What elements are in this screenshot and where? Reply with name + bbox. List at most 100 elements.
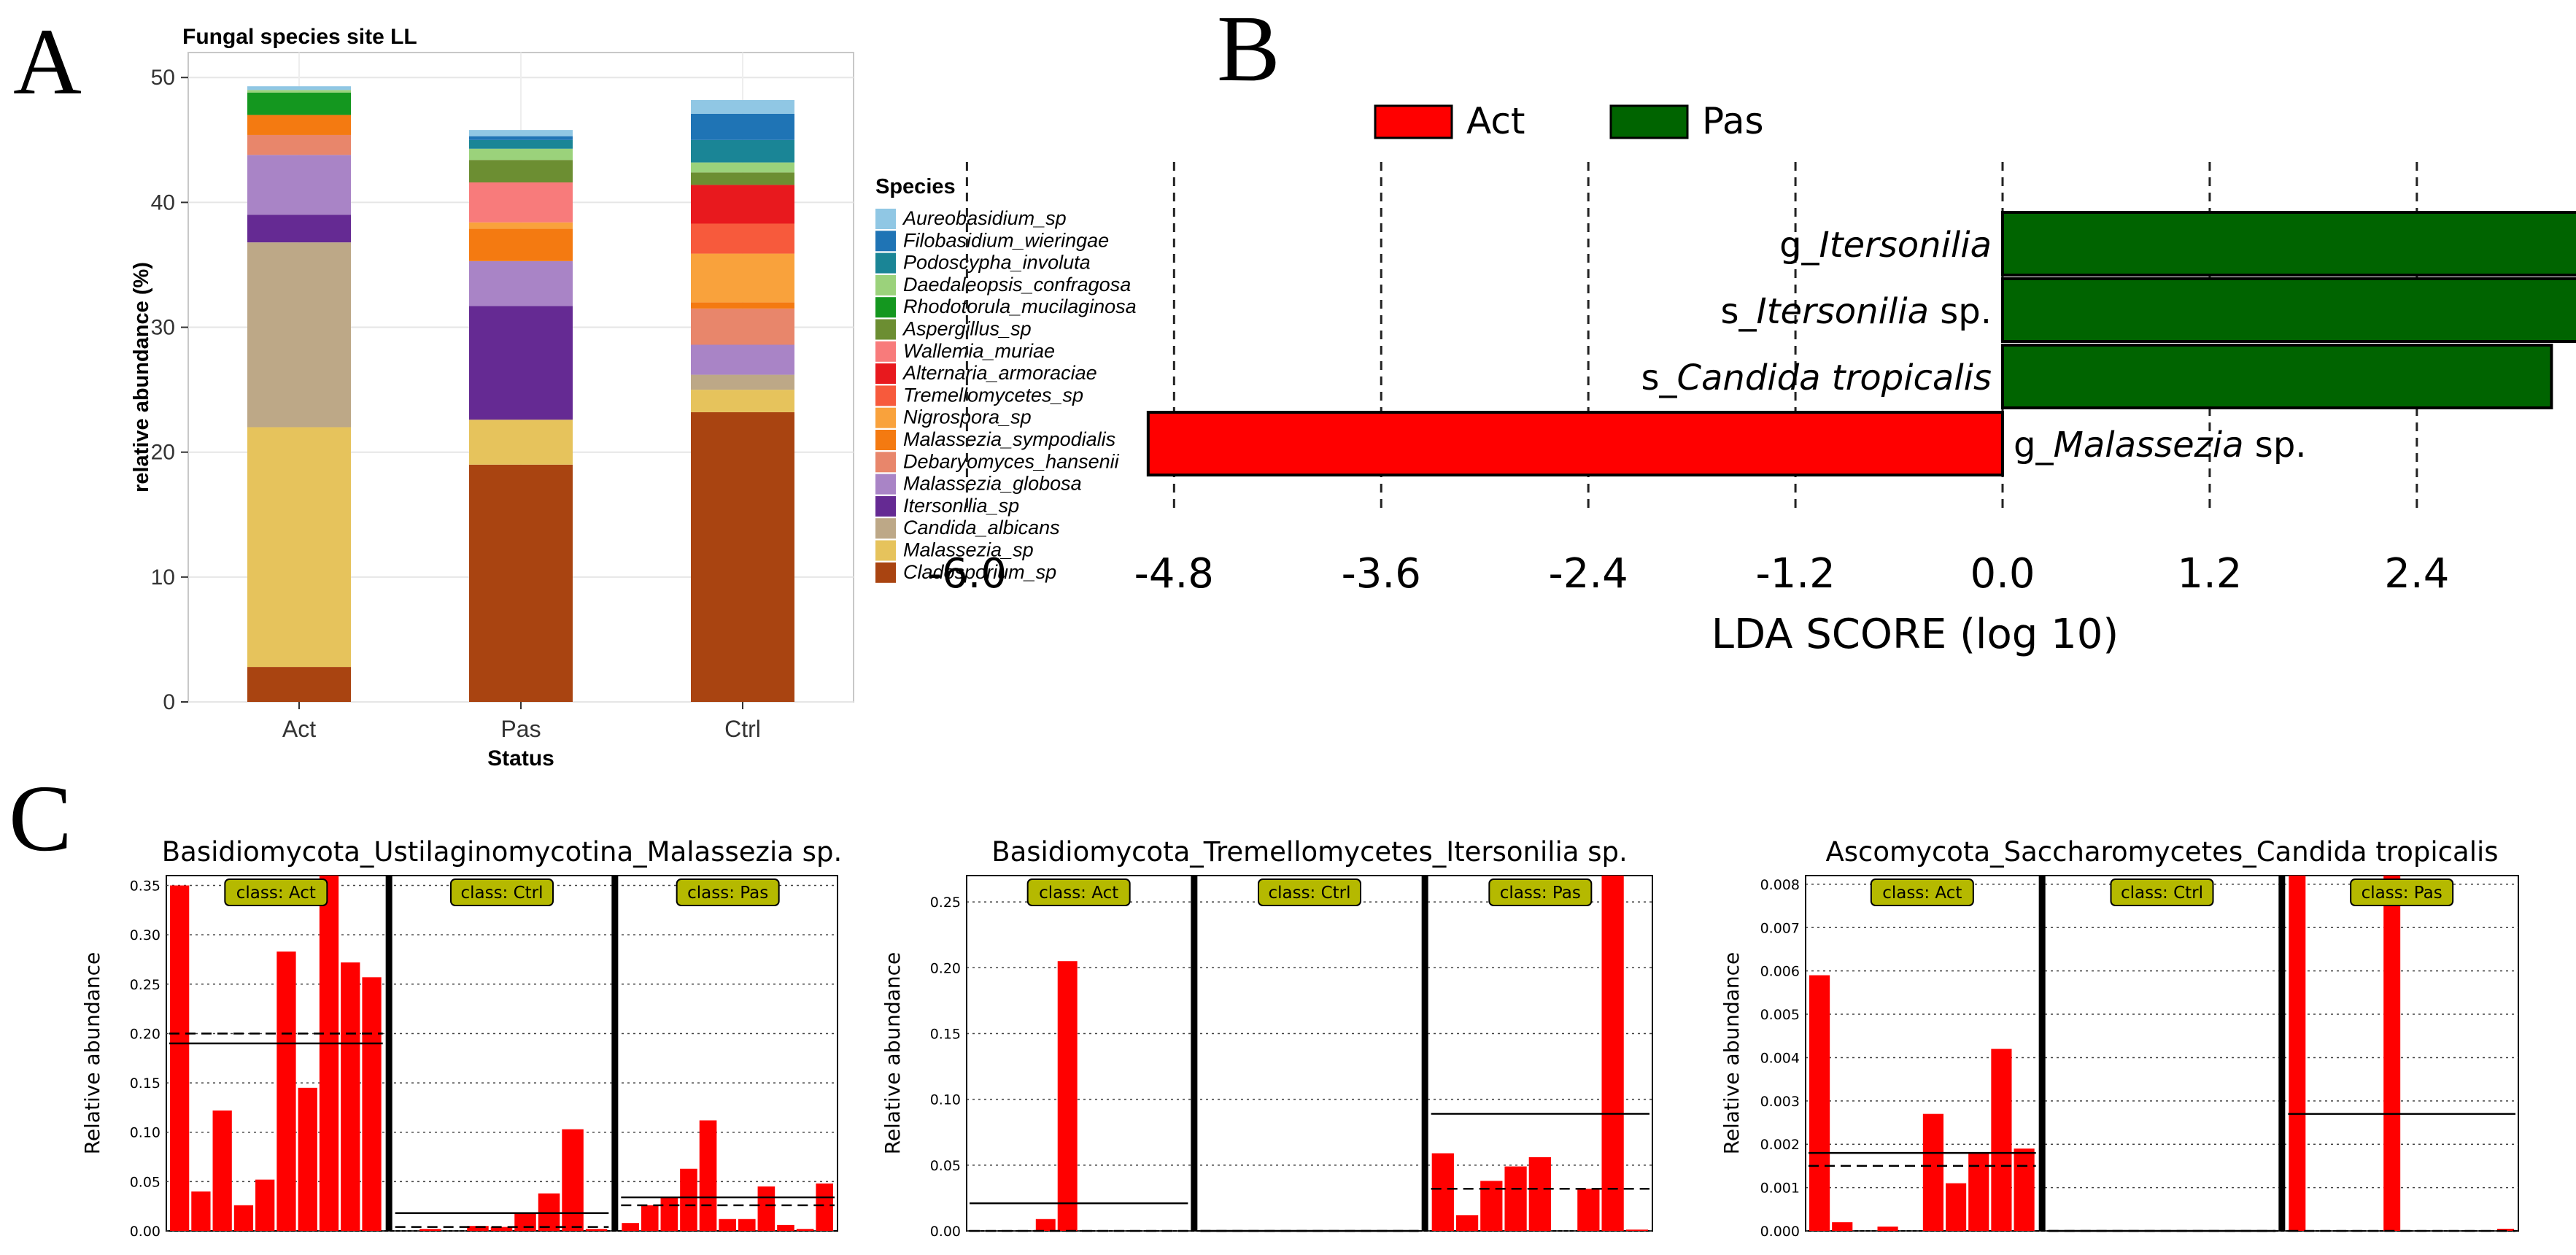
legend-entry: Aureobasidium_sp (902, 207, 1067, 229)
stacked-bar-segment (691, 185, 794, 224)
legend-entry: Act (1466, 100, 1525, 142)
class-badge (1258, 878, 1361, 906)
x-tick-label: 0.0 (1970, 550, 2035, 598)
sample-bar (562, 1129, 584, 1231)
sample-bar (1528, 1156, 1551, 1231)
stacked-bar-segment (691, 172, 794, 185)
y-tick-label: 0.005 (1760, 1007, 1800, 1023)
legend-swatch (875, 319, 896, 340)
y-tick-label: 0.00 (130, 1224, 160, 1240)
panel-label-c: C (9, 766, 72, 871)
class-badge-label: class: Act (1039, 884, 1118, 903)
stacked-bar-segment (247, 155, 351, 215)
sample-bar (1577, 1189, 1600, 1231)
chart-title: Fungal species site LL (182, 25, 417, 49)
class-badge (1870, 878, 1974, 906)
stacked-bar-segment (247, 90, 351, 93)
panel-a-stacked-bar-chart: 0 10 20 30 40 50 Act Pas Ctrl Fungal species site… (130, 25, 1137, 771)
stacked-bar-segment (469, 160, 573, 182)
chart-title: Basidiomycota_Tremellomycetes_Itersonili… (991, 836, 1628, 868)
class-badge-label: class: Pas (1500, 884, 1581, 903)
legend-entry: Wallemia_muriae (903, 340, 1055, 362)
y-tick-label: 0.000 (1760, 1224, 1800, 1240)
lda-bar (2001, 344, 2553, 409)
chart-title: Ascomycota_Saccharomycetes_Candida tropi… (1825, 836, 2498, 868)
sample-bar (1057, 961, 1078, 1231)
legend-entry: Candida_albicans (903, 517, 1060, 538)
chart-title: Basidiomycota_Ustilaginomycotina_Malasse… (162, 836, 842, 868)
y-tick-label: 0 (163, 690, 175, 714)
lda-bar (2001, 211, 2576, 277)
class-badge (2350, 878, 2454, 906)
sample-bar (212, 1110, 232, 1231)
legend-entry: Filobasidium_wieringae (903, 229, 1109, 251)
sample-bar (796, 1229, 814, 1231)
stacked-bar-segment (247, 427, 351, 668)
stacked-bar-segment (469, 182, 573, 223)
stacked-bar-segment (691, 374, 794, 390)
stacked-bar-segment (691, 412, 794, 702)
y-tick-label: 0.004 (1760, 1050, 1800, 1066)
y-tick-label: 0.008 (1760, 877, 1800, 893)
legend-entry: Itersonilia_sp (903, 495, 1019, 517)
class-separator (1421, 876, 1428, 1231)
legend-entry: Malassezia_sp (903, 539, 1034, 561)
y-tick-label: 0.20 (130, 1026, 160, 1042)
legend-swatch (875, 562, 896, 583)
legend-swatch (875, 430, 896, 450)
sample-bar (2497, 1229, 2514, 1231)
legend-swatch (875, 231, 896, 252)
legend-swatch (875, 385, 896, 406)
legend-swatch (875, 341, 896, 362)
stacked-bar-segment (247, 115, 351, 135)
sample-bar (298, 1087, 317, 1231)
sample-bar (777, 1224, 794, 1231)
y-tick-label: 0.20 (930, 960, 961, 976)
sample-bar (467, 1226, 489, 1231)
class-badge-label: class: Ctrl (460, 884, 543, 903)
panel-label-a: A (13, 9, 82, 115)
sample-bar (2289, 876, 2306, 1231)
y-tick-label: 0.15 (930, 1026, 961, 1042)
legend-swatch (875, 209, 896, 229)
panel-c3-candida-chart: Ascomycota_Saccharomycetes_Candida tropi… (1720, 836, 2519, 1240)
class-separator (611, 876, 619, 1231)
stacked-bar-segment (469, 464, 573, 702)
sample-bar (1991, 1049, 2012, 1231)
sample-bar (191, 1191, 211, 1231)
y-tick-label: 0.10 (930, 1092, 961, 1108)
sample-bar (1922, 1113, 1943, 1231)
legend-swatch (875, 540, 896, 561)
class-badge (1488, 878, 1593, 906)
x-tick-label: Act (282, 716, 316, 742)
x-axis-label: LDA SCORE (log 10) (1711, 611, 2119, 658)
x-tick-label: -2.4 (1549, 550, 1628, 598)
sample-bar (1877, 1227, 1898, 1231)
sample-bar (319, 876, 339, 1231)
sample-bar (1601, 876, 1624, 1231)
stacked-bar-segment (691, 139, 794, 163)
y-axis-label: Relative abundance (1720, 952, 1744, 1155)
lda-bar-label: g_Itersonilia (1779, 225, 1992, 266)
legend-swatch (875, 474, 896, 495)
y-tick-label: 10 (151, 565, 175, 590)
class-badge (2110, 878, 2214, 906)
sample-bar (170, 885, 190, 1231)
x-tick-label: -6.0 (927, 550, 1007, 598)
y-tick-label: 0.006 (1760, 964, 1800, 980)
y-tick-label: 0.25 (930, 895, 961, 911)
stacked-bar-segment (691, 308, 794, 345)
y-tick-label: 0.001 (1760, 1181, 1800, 1197)
legend-swatch (1374, 104, 1453, 139)
class-separator (1191, 876, 1198, 1231)
stacked-bar-segment (469, 228, 573, 261)
stacked-bar-segment (247, 667, 351, 702)
legend-entry: Malassezia_globosa (903, 473, 1082, 495)
legend-entry: Malassezia_sympodialis (903, 428, 1115, 450)
stacked-bar-segment (247, 134, 351, 155)
sample-bar (738, 1219, 756, 1231)
legend-swatch (875, 252, 896, 274)
stacked-bar-segment (691, 390, 794, 412)
legend-swatch (875, 274, 896, 296)
sample-bar (538, 1193, 560, 1231)
